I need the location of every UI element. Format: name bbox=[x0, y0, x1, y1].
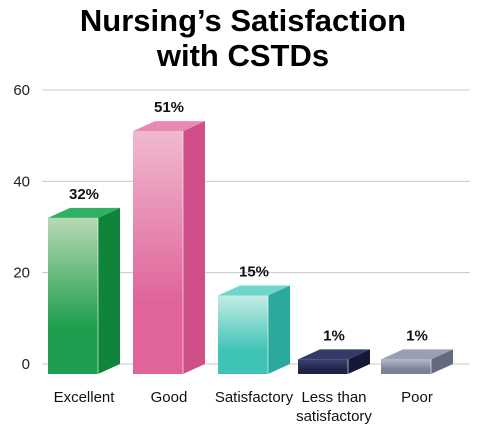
category-label: Good bbox=[151, 389, 188, 406]
data-label: 15% bbox=[239, 264, 269, 281]
bar bbox=[381, 349, 453, 374]
category-label: Poor bbox=[401, 389, 433, 406]
bar-top bbox=[381, 349, 453, 360]
bar-front bbox=[218, 295, 268, 374]
bar-side bbox=[431, 349, 453, 374]
y-tick-label: 20 bbox=[13, 265, 30, 282]
bar bbox=[48, 207, 120, 374]
bar-top bbox=[48, 207, 120, 218]
data-labels: 32% 51% 15% 1% 1% bbox=[69, 99, 428, 344]
category-label: Satisfactory bbox=[215, 389, 294, 406]
data-label: 32% bbox=[69, 186, 99, 203]
bar bbox=[298, 349, 370, 374]
bar-top bbox=[133, 121, 205, 132]
bar-side bbox=[268, 285, 290, 374]
x-axis-categories: Excellent Good Satisfactory Less than satisf… bbox=[54, 389, 433, 425]
bar-front bbox=[298, 359, 348, 374]
y-tick-label: 0 bbox=[22, 356, 30, 373]
bar bbox=[218, 285, 290, 374]
bars bbox=[48, 121, 453, 374]
chart-title-line: Nursing’s Satisfaction bbox=[80, 3, 406, 38]
category-label: Less than bbox=[301, 389, 366, 406]
y-tick-label: 40 bbox=[13, 173, 30, 190]
bar-top bbox=[298, 349, 370, 360]
bar-top bbox=[218, 285, 290, 296]
category-label: Excellent bbox=[54, 389, 116, 406]
bar-side bbox=[183, 121, 205, 374]
data-label: 1% bbox=[323, 327, 345, 344]
data-label: 51% bbox=[154, 99, 184, 116]
bar-side bbox=[348, 349, 370, 374]
bar-front bbox=[381, 359, 431, 374]
y-axis-ticks: 0 20 40 60 bbox=[13, 82, 30, 373]
y-tick-label: 60 bbox=[13, 82, 30, 99]
data-label: 1% bbox=[406, 327, 428, 344]
bar-side bbox=[98, 207, 120, 374]
bar bbox=[133, 121, 205, 374]
chart-title-line: with CSTDs bbox=[156, 38, 329, 73]
bar-front bbox=[48, 217, 98, 374]
category-label: satisfactory bbox=[296, 408, 372, 425]
bar-front bbox=[133, 131, 183, 374]
